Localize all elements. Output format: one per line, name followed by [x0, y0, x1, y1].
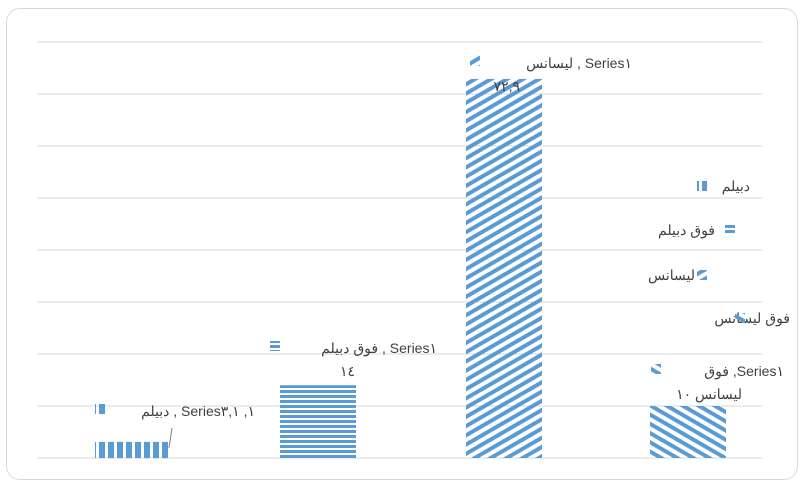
legend-label: فوق دبيلم: [658, 222, 715, 239]
bar-2: [280, 385, 356, 458]
gridlines: [37, 41, 762, 459]
data-label-swatch: [270, 341, 280, 351]
data-labels: دبيلم , Series١, ٣,١ فوق دبيلم , Series١ ١…: [95, 55, 784, 449]
data-label-swatch: [651, 364, 661, 374]
legend: دبيلم فوق دبيلم ليسانس فوق ليسانس: [648, 178, 790, 327]
legend-label: فوق ليسانس: [714, 310, 790, 327]
data-label: فوق ,Series١: [704, 363, 784, 380]
bar-1: [95, 441, 171, 458]
data-label: ليسانس , Series١: [526, 55, 632, 72]
legend-swatch: [735, 313, 745, 323]
legend-swatch: [697, 181, 707, 191]
data-label: فوق دبيلم , Series١: [321, 340, 437, 357]
data-label-swatch: [470, 56, 480, 66]
data-label: دبيلم , Series١, ٣,١: [141, 403, 255, 420]
bar-3: [466, 78, 542, 459]
data-label-value: ٧٢,٩: [494, 78, 520, 94]
bar-4: [650, 406, 726, 458]
legend-swatch: [697, 270, 707, 280]
legend-label: دبيلم: [722, 178, 750, 195]
data-label-value: ليسانس ١٠: [676, 386, 742, 403]
legend-swatch: [725, 225, 735, 235]
legend-label: ليسانس: [648, 267, 695, 284]
chart-card: [6, 8, 798, 480]
data-label-swatch: [95, 404, 105, 414]
data-label-value: ١٤: [340, 363, 355, 379]
leader-line: [168, 427, 173, 449]
bars: [95, 78, 726, 459]
